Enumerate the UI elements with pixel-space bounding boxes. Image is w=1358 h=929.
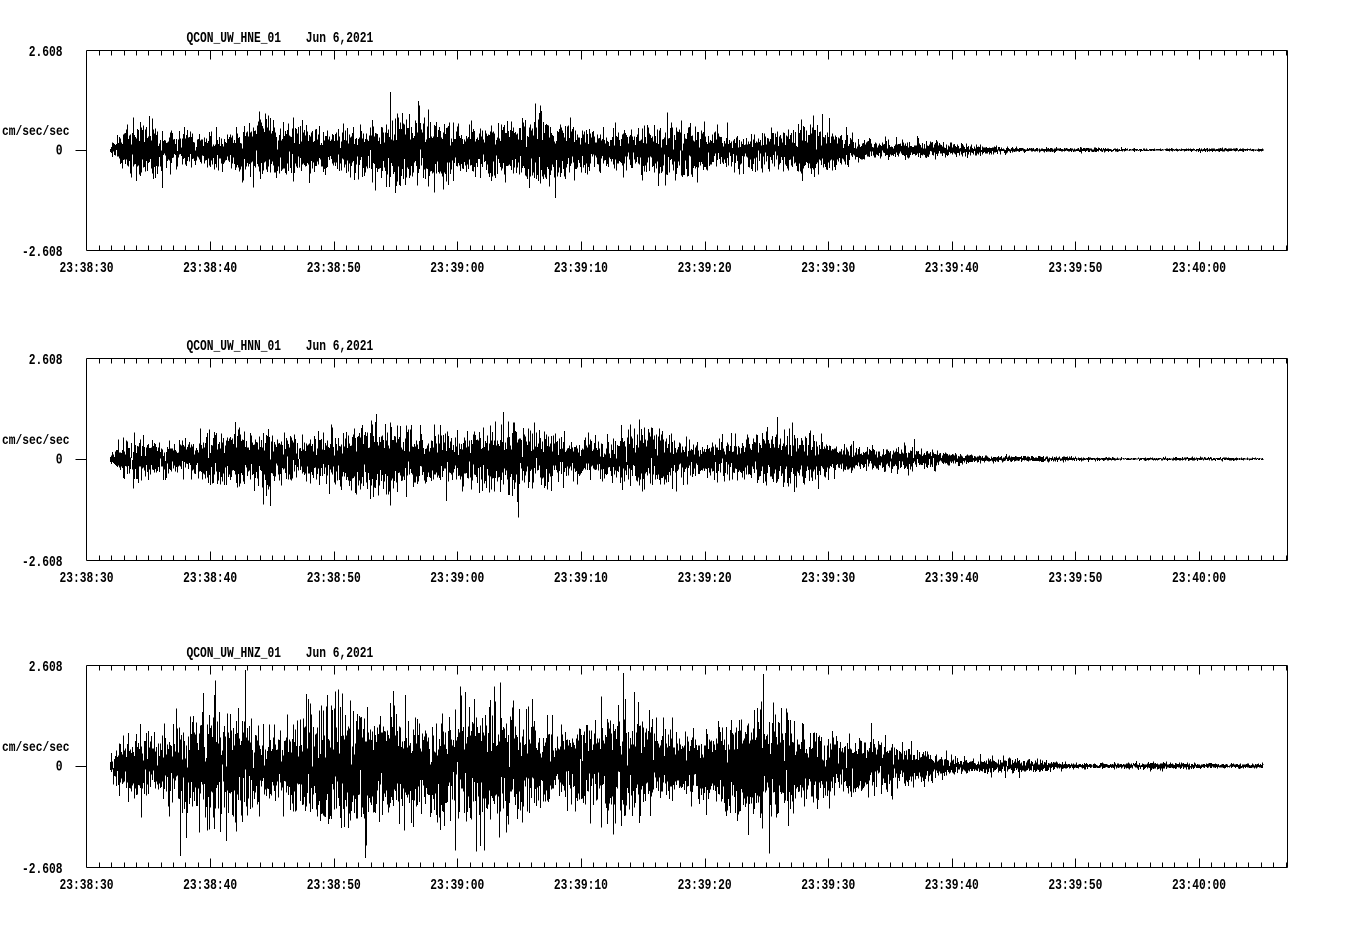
svg-text:0: 0 bbox=[56, 759, 63, 776]
svg-text:23:39:20: 23:39:20 bbox=[678, 260, 732, 277]
svg-text:23:38:30: 23:38:30 bbox=[60, 260, 114, 277]
svg-text:23:39:40: 23:39:40 bbox=[925, 260, 979, 277]
svg-text:23:39:10: 23:39:10 bbox=[554, 570, 608, 587]
svg-text:Jun 6,2021: Jun 6,2021 bbox=[306, 30, 374, 47]
svg-text:23:39:00: 23:39:00 bbox=[430, 260, 484, 277]
svg-text:Jun 6,2021: Jun 6,2021 bbox=[306, 338, 374, 355]
svg-text:23:39:30: 23:39:30 bbox=[801, 570, 855, 587]
svg-text:23:39:00: 23:39:00 bbox=[430, 570, 484, 587]
svg-text:23:39:10: 23:39:10 bbox=[554, 260, 608, 277]
svg-text:23:38:30: 23:38:30 bbox=[60, 570, 114, 587]
svg-text:QCON_UW_HNZ_01: QCON_UW_HNZ_01 bbox=[187, 645, 282, 662]
svg-text:23:39:20: 23:39:20 bbox=[678, 570, 732, 587]
svg-text:23:39:50: 23:39:50 bbox=[1048, 877, 1102, 894]
svg-text:23:39:00: 23:39:00 bbox=[430, 877, 484, 894]
svg-text:cm/sec/sec: cm/sec/sec bbox=[2, 124, 70, 140]
svg-text:cm/sec/sec: cm/sec/sec bbox=[2, 433, 70, 449]
svg-text:23:39:50: 23:39:50 bbox=[1048, 260, 1102, 277]
svg-text:QCON_UW_HNN_01: QCON_UW_HNN_01 bbox=[187, 338, 282, 355]
svg-text:0: 0 bbox=[56, 143, 63, 160]
svg-text:-2.608: -2.608 bbox=[22, 554, 63, 571]
svg-text:23:38:40: 23:38:40 bbox=[183, 877, 237, 894]
svg-text:2.608: 2.608 bbox=[29, 44, 63, 61]
svg-text:23:38:30: 23:38:30 bbox=[60, 877, 114, 894]
svg-text:23:38:50: 23:38:50 bbox=[307, 570, 361, 587]
svg-text:23:38:50: 23:38:50 bbox=[307, 260, 361, 277]
svg-text:23:39:30: 23:39:30 bbox=[801, 877, 855, 894]
svg-text:0: 0 bbox=[56, 452, 63, 469]
svg-text:2.608: 2.608 bbox=[29, 352, 63, 369]
svg-text:23:39:40: 23:39:40 bbox=[925, 877, 979, 894]
svg-text:Jun 6,2021: Jun 6,2021 bbox=[306, 645, 374, 662]
svg-text:-2.608: -2.608 bbox=[22, 861, 63, 878]
svg-text:23:39:50: 23:39:50 bbox=[1048, 570, 1102, 587]
svg-text:23:39:10: 23:39:10 bbox=[554, 877, 608, 894]
svg-text:23:38:50: 23:38:50 bbox=[307, 877, 361, 894]
svg-text:23:40:00: 23:40:00 bbox=[1172, 570, 1226, 587]
svg-text:QCON_UW_HNE_01: QCON_UW_HNE_01 bbox=[187, 30, 282, 47]
svg-text:23:39:20: 23:39:20 bbox=[678, 877, 732, 894]
svg-text:23:39:40: 23:39:40 bbox=[925, 570, 979, 587]
svg-text:23:40:00: 23:40:00 bbox=[1172, 877, 1226, 894]
svg-text:cm/sec/sec: cm/sec/sec bbox=[2, 740, 70, 756]
svg-text:2.608: 2.608 bbox=[29, 659, 63, 676]
svg-text:23:40:00: 23:40:00 bbox=[1172, 260, 1226, 277]
svg-text:23:38:40: 23:38:40 bbox=[183, 570, 237, 587]
svg-text:-2.608: -2.608 bbox=[22, 244, 63, 261]
svg-text:23:38:40: 23:38:40 bbox=[183, 260, 237, 277]
svg-text:23:39:30: 23:39:30 bbox=[801, 260, 855, 277]
